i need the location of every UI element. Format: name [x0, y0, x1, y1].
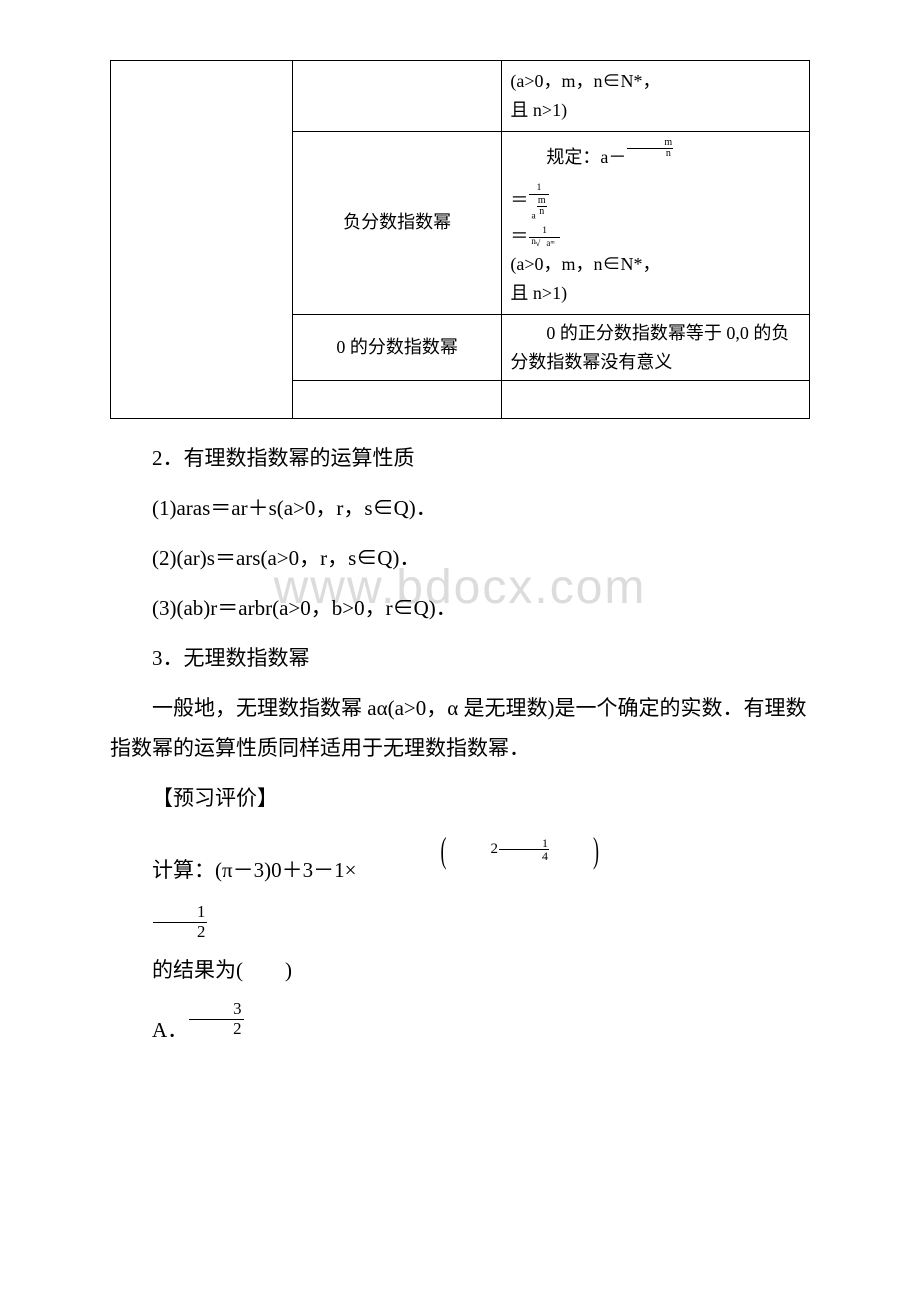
option-a-label: A． [152, 1018, 188, 1042]
cell-blank [292, 381, 502, 419]
cell-blank [292, 61, 502, 132]
cell-cond1: (a>0，m，n∈N*， 且 n>1) [502, 61, 810, 132]
cell-zero-frac-def: 0 的正分数指数幂等于 0,0 的负分数指数幂没有意义 [502, 314, 810, 381]
table-row: (a>0，m，n∈N*， 且 n>1) [111, 61, 810, 132]
rule-3: (3)(ab)r＝arbr(a>0，b>0，r∈Q)． [110, 589, 810, 629]
text: 且 n>1) [510, 283, 567, 303]
cell-blank [111, 61, 293, 419]
preview-label: 【预习评价】 [110, 779, 810, 819]
text: (a>0，m，n∈N*， [510, 254, 660, 274]
rule-2: (2)(ar)s＝ars(a>0，r，s∈Q)． [110, 539, 810, 579]
cell-zero-frac-label: 0 的分数指数幂 [292, 314, 502, 381]
option-a: A．32 [110, 1001, 810, 1051]
text: (a>0，m，n∈N*， [510, 71, 660, 91]
result-label: 的结果为( ) [110, 951, 810, 991]
calc-prefix: 计算：(π－3)0＋3－1× [152, 859, 356, 883]
exponent-half: 12 [110, 901, 810, 941]
cell-neg-frac-label: 负分数指数幂 [292, 131, 502, 314]
section-3-title: 3．无理数指数幂 [110, 639, 810, 679]
rule-1: (1)aras＝ar＋s(a>0，r，s∈Q)． [110, 489, 810, 529]
text: ＝ [510, 191, 528, 211]
fraction-exponent-table: (a>0，m，n∈N*， 且 n>1) 负分数指数幂 规定：a－mn ＝1am [110, 60, 810, 419]
cell-neg-frac-def: 规定：a－mn ＝1amn ＝1naᵐ (a>0，m，n∈N*， [502, 131, 810, 314]
section-2-title: 2．有理数指数幂的运算性质 [110, 439, 810, 479]
sup-frac-mn: mn [627, 138, 673, 159]
frac-1-over-amn: 1amn [529, 183, 548, 221]
cell-blank [502, 381, 810, 419]
text: 规定：a－ [546, 147, 626, 167]
calc-expression: 计算：(π－3)0＋3－1×(214) [110, 828, 810, 891]
text: ＝ [510, 226, 528, 246]
mixed-num-superscript: (214) [356, 828, 599, 868]
frac-1-over-root: 1naᵐ [529, 226, 559, 249]
section-3-body: 一般地，无理数指数幂 aα(a>0，α 是无理数)是一个确定的实数．有理数指数幂… [110, 689, 810, 769]
text: 且 n>1) [510, 100, 567, 120]
